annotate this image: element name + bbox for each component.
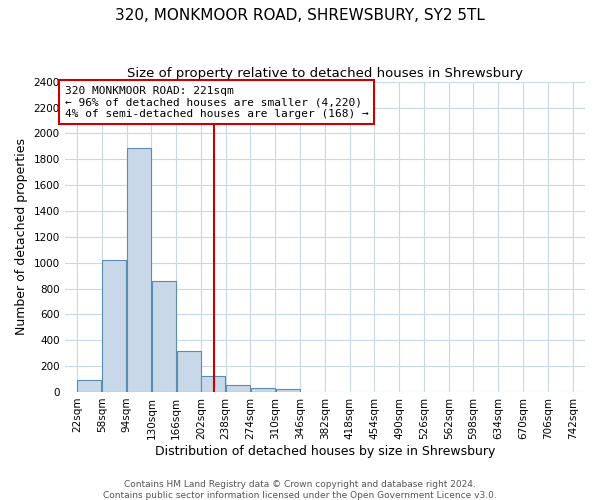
Text: 320 MONKMOOR ROAD: 221sqm
← 96% of detached houses are smaller (4,220)
4% of sem: 320 MONKMOOR ROAD: 221sqm ← 96% of detac… (65, 86, 368, 118)
Bar (275, 390, 300, 392)
Bar (77, 380, 101, 392)
Bar (102, 260, 126, 392)
Bar (251, 388, 275, 392)
Bar (127, 148, 151, 392)
Title: Size of property relative to detached houses in Shrewsbury: Size of property relative to detached ho… (127, 68, 523, 80)
Y-axis label: Number of detached properties: Number of detached properties (15, 138, 28, 336)
Bar (201, 376, 226, 392)
Bar (152, 281, 176, 392)
X-axis label: Distribution of detached houses by size in Shrewsbury: Distribution of detached houses by size … (155, 444, 495, 458)
Text: 320, MONKMOOR ROAD, SHREWSBURY, SY2 5TL: 320, MONKMOOR ROAD, SHREWSBURY, SY2 5TL (115, 8, 485, 22)
Bar (226, 385, 250, 392)
Text: Contains HM Land Registry data © Crown copyright and database right 2024.
Contai: Contains HM Land Registry data © Crown c… (103, 480, 497, 500)
Bar (176, 350, 200, 392)
